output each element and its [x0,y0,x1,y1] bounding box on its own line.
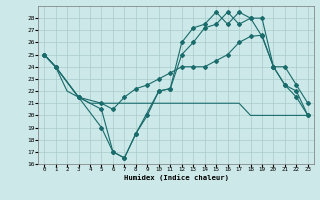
X-axis label: Humidex (Indice chaleur): Humidex (Indice chaleur) [124,175,228,181]
